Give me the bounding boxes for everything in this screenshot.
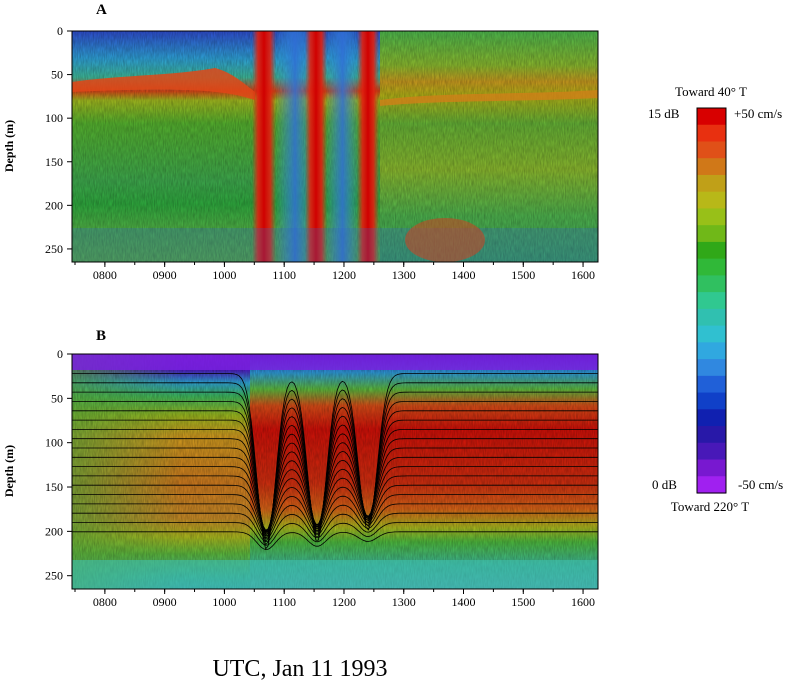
colorbar-right-bottom: -50 cm/s — [738, 477, 783, 492]
panel-a-frame — [71, 30, 599, 263]
contour-line — [72, 484, 598, 534]
colorbar-right-top: +50 cm/s — [734, 106, 782, 121]
y-tick-label: 0 — [57, 347, 63, 361]
panel-a-ylabel: Depth (m) — [2, 120, 16, 172]
contour-line — [72, 382, 598, 546]
x-tick-label: 0900 — [153, 268, 177, 282]
colorbar-swatch — [697, 241, 726, 260]
x-tick-label: 0800 — [93, 268, 117, 282]
x-tick-label: 1100 — [272, 268, 296, 282]
contour-line — [72, 512, 598, 543]
contour-line — [72, 531, 598, 551]
colorbar-swatches — [696, 107, 727, 494]
y-tick-label: 100 — [45, 436, 63, 450]
colorbar-swatch — [697, 258, 726, 276]
x-tick-label: 1200 — [332, 595, 356, 609]
colorbar-swatch — [697, 426, 726, 444]
y-tick-label: 0 — [57, 24, 63, 38]
colorbar-swatch — [697, 191, 726, 210]
contour-line — [72, 456, 598, 531]
colorbar-swatch — [697, 409, 726, 427]
contour-line — [72, 466, 598, 532]
colorbar-swatch — [697, 124, 726, 143]
colorbar-swatch — [697, 292, 726, 310]
x-tick-label: 1600 — [571, 268, 595, 282]
colorbar-swatch — [697, 442, 726, 461]
contour-line — [72, 373, 598, 550]
colorbar-swatch — [697, 308, 726, 327]
x-tick-label: 0800 — [93, 595, 117, 609]
panel-b-ylabel: Depth (m) — [2, 445, 16, 497]
y-tick-label: 50 — [51, 391, 63, 405]
panel-b-label: B — [96, 328, 106, 344]
colorbar-swatch — [697, 108, 726, 126]
colorbar-swatch — [697, 375, 726, 394]
contour-line — [72, 447, 598, 531]
x-tick-label: 1400 — [452, 595, 476, 609]
contour-line — [72, 475, 598, 533]
y-tick-label: 200 — [45, 198, 63, 212]
colorbar-swatch — [697, 476, 726, 494]
contour-line — [72, 438, 598, 532]
x-tick-label: 0900 — [153, 595, 177, 609]
contour-line — [72, 401, 598, 539]
x-tick-label: 1300 — [392, 595, 416, 609]
colorbar-frame — [696, 107, 727, 494]
x-tick-label: 1500 — [511, 595, 535, 609]
panel-a-label: A — [96, 2, 107, 18]
contour-line — [72, 419, 598, 534]
y-tick-label: 250 — [45, 242, 63, 256]
y-tick-label: 250 — [45, 569, 63, 583]
contour-line — [72, 503, 598, 539]
contour-line — [72, 522, 598, 546]
colorbar-swatch — [697, 325, 726, 343]
colorbar-swatch — [697, 459, 726, 477]
colorbar: Toward 40° T 15 dB +50 cm/s 0 dB -50 cm/… — [648, 84, 783, 514]
x-tick-label: 1400 — [452, 268, 476, 282]
colorbar-swatch — [697, 141, 726, 159]
colorbar-swatch — [697, 208, 726, 226]
y-tick-label: 150 — [45, 155, 63, 169]
x-tick-label: 1600 — [571, 595, 595, 609]
colorbar-top-label: Toward 40° T — [675, 84, 747, 99]
contour-line — [72, 391, 598, 542]
figure-caption: UTC, Jan 11 1993 — [212, 656, 387, 682]
colorbar-left-bottom: 0 dB — [652, 477, 677, 492]
contour-line — [72, 429, 598, 533]
panel-b-heatmap — [72, 354, 598, 589]
x-tick-label: 1500 — [511, 268, 535, 282]
y-tick-label: 100 — [45, 111, 63, 125]
colorbar-swatch — [697, 225, 726, 243]
colorbar-swatch — [697, 342, 726, 360]
contour-line — [72, 410, 598, 536]
colorbar-swatch — [697, 275, 726, 293]
panel-a-heatmap — [72, 31, 598, 262]
panel-b-frame — [71, 353, 599, 590]
panel-b: B Depth (m) 0800 0900 1000 1100 1200 1300 1400… — [2, 328, 599, 609]
x-tick-label: 1300 — [392, 268, 416, 282]
x-tick-label: 1000 — [212, 595, 236, 609]
y-tick-label: 150 — [45, 480, 63, 494]
y-tick-label: 50 — [51, 68, 63, 82]
colorbar-left-top: 15 dB — [648, 106, 680, 121]
y-tick-label: 200 — [45, 524, 63, 538]
colorbar-bottom-label: Toward 220° T — [671, 499, 749, 514]
colorbar-swatch — [697, 158, 726, 176]
x-tick-label: 1000 — [212, 268, 236, 282]
panel-a: A Depth (m) 0800 0900 1000 1100 1200 1300 1400… — [2, 2, 599, 282]
x-tick-label: 1200 — [332, 268, 356, 282]
contour-line — [72, 494, 598, 537]
colorbar-swatch — [697, 359, 726, 377]
colorbar-swatch — [697, 392, 726, 410]
x-tick-label: 1100 — [272, 595, 296, 609]
colorbar-swatch — [697, 174, 726, 193]
